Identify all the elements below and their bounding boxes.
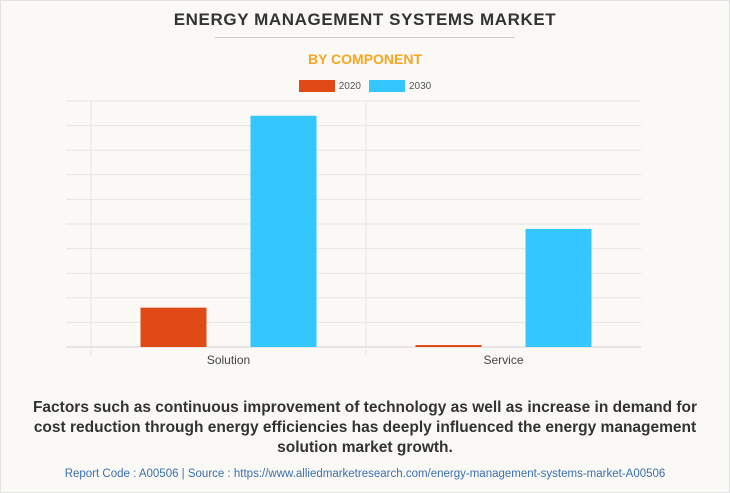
- x-tick-label: Service: [483, 353, 523, 367]
- legend: 2020 2030: [0, 80, 730, 92]
- source-footer[interactable]: Report Code : A00506 | Source : https://…: [64, 468, 666, 480]
- legend-label-2020: 2020: [338, 80, 361, 92]
- bar-solution-2020[interactable]: [140, 307, 207, 347]
- legend-item-2030[interactable]: 2030: [369, 80, 431, 92]
- chart-title: ENERGY MANAGEMENT SYSTEMS MARKET: [173, 10, 557, 29]
- bar-service-2020[interactable]: [415, 345, 482, 347]
- legend-label-2030: 2030: [409, 80, 432, 92]
- title-divider: [215, 37, 515, 38]
- bar-solution-2030[interactable]: [250, 115, 317, 347]
- legend-swatch-2030: [369, 80, 405, 92]
- description-text: Factors such as continuous improvement o…: [32, 399, 698, 456]
- bar-chart: Solution Service: [66, 100, 641, 367]
- legend-swatch-2020: [298, 80, 335, 92]
- chart-subtitle: BY COMPONENT: [307, 51, 423, 67]
- x-tick-label: Solution: [207, 353, 250, 367]
- legend-item-2020[interactable]: 2020: [298, 80, 361, 92]
- bar-service-2030[interactable]: [525, 228, 592, 347]
